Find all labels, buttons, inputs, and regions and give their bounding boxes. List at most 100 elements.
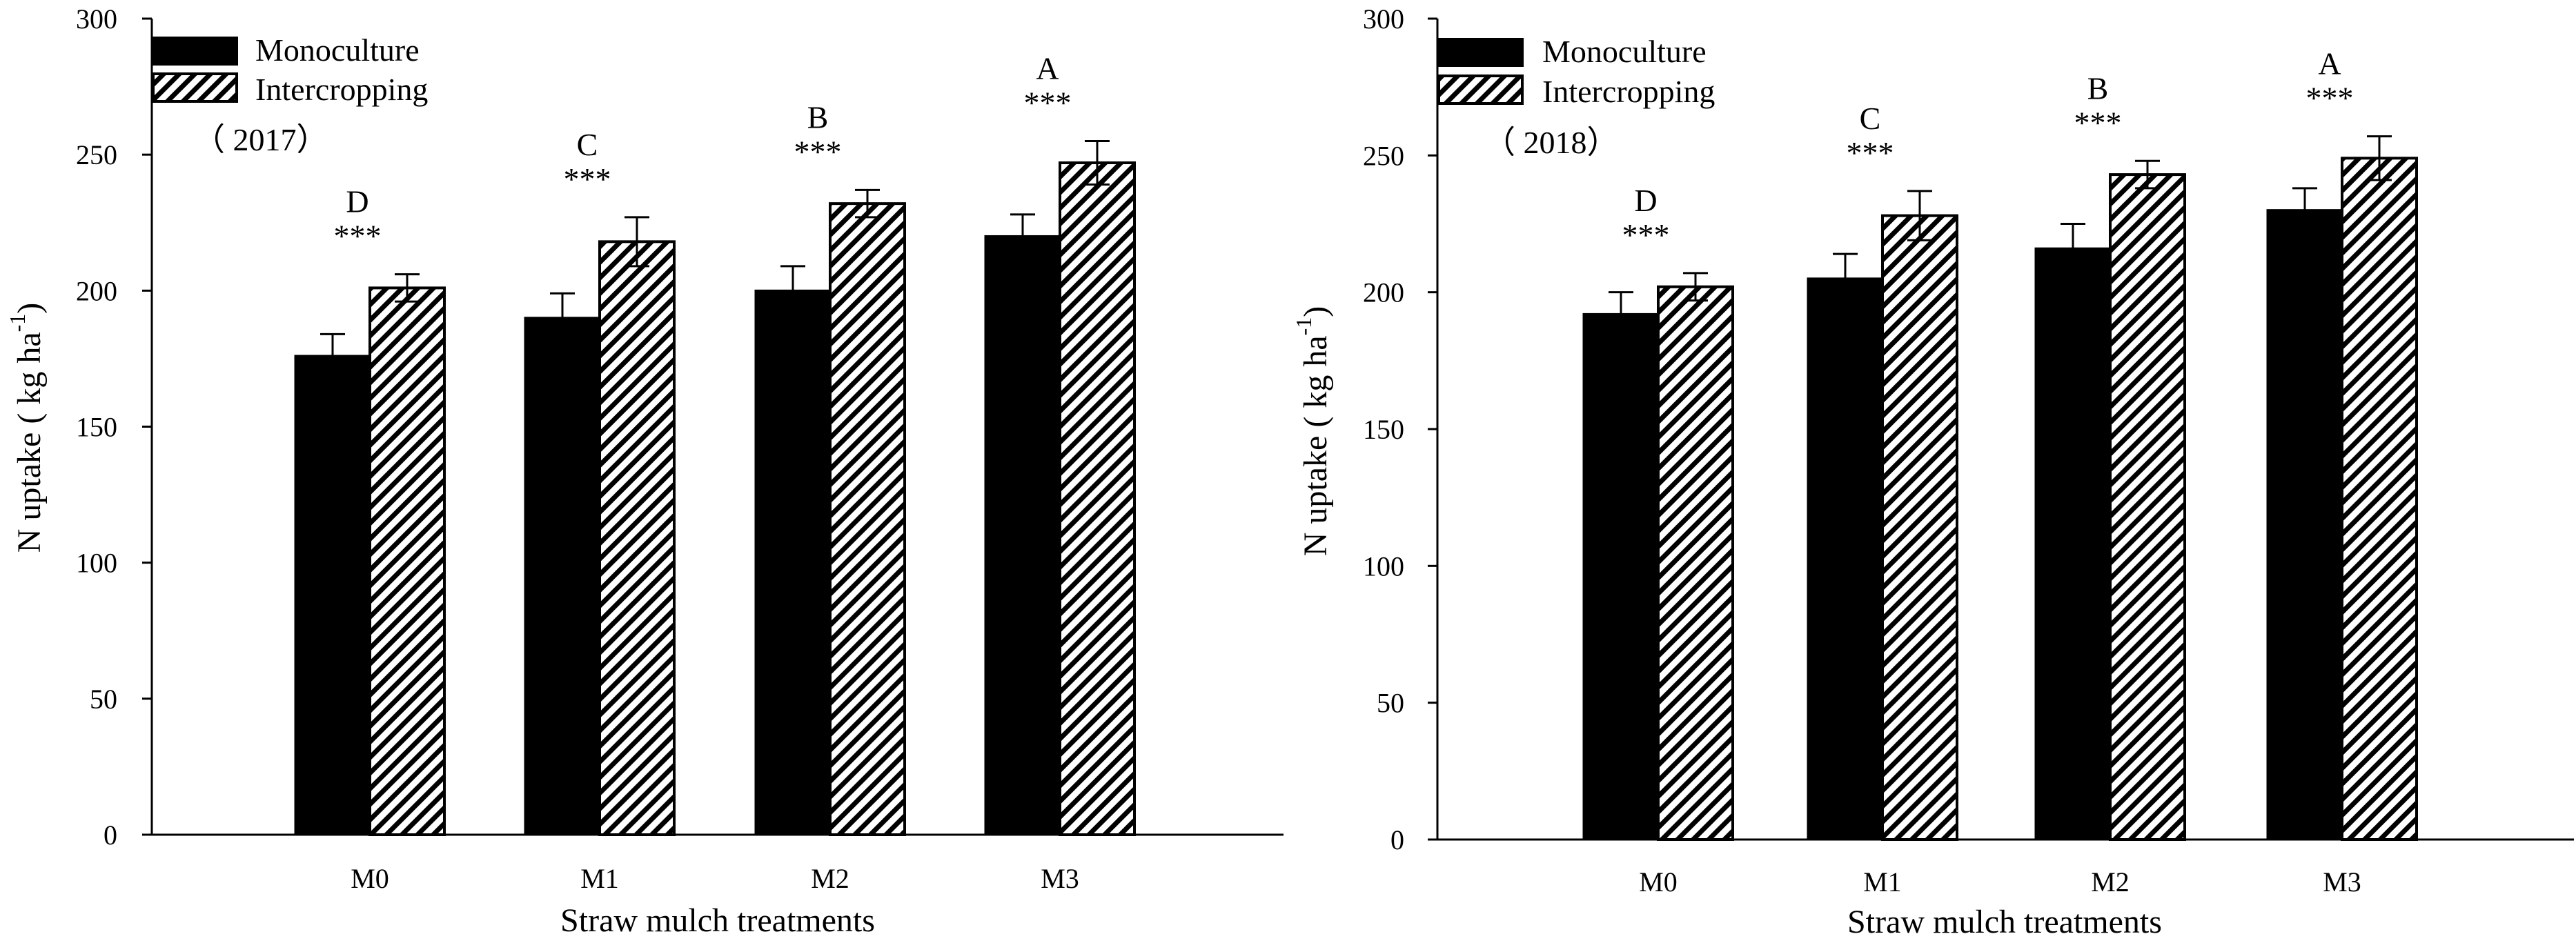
bar-intercropping-M0	[368, 286, 446, 836]
y-tick-label: 100	[1363, 550, 1404, 582]
legend-label-intercropping: Intercropping	[255, 72, 428, 107]
y-ticks	[142, 17, 152, 836]
error-bar-monoculture-M1	[550, 292, 575, 344]
x-tick-label: M0	[1639, 866, 1678, 897]
significance-stars: ***	[1847, 135, 1894, 170]
group-letter: D	[346, 184, 368, 219]
chart-panel-2017: 0 50 100 150 200 250 300 N uptake ( kg h…	[5, 3, 1284, 939]
group-letter: B	[2087, 70, 2109, 106]
x-tick-label: M3	[1041, 863, 1079, 894]
bar-intercropping-M0	[1657, 285, 1734, 841]
y-tick-label: 250	[1363, 140, 1404, 171]
y-tick-label: 200	[1363, 277, 1404, 308]
legend-swatch-intercropping	[152, 72, 238, 103]
legend: Monoculture Intercropping （ 2018）	[1437, 34, 1715, 160]
bar-intercropping-M3	[2341, 157, 2418, 842]
error-bar-intercropping-M2	[855, 188, 880, 219]
x-axis-title: Straw mulch treatments	[560, 902, 875, 939]
x-tick-label: M1	[580, 863, 619, 894]
error-bar-intercropping-M0	[1683, 272, 1708, 302]
significance-stars: ***	[1024, 85, 1072, 120]
annotations: *** D *** C *** B *** A	[1622, 46, 2354, 252]
group-letter: C	[577, 127, 598, 162]
y-tick-labels: 0 50 100 150 200 250 300	[1363, 3, 1404, 855]
bar-monoculture-M1	[1807, 277, 1884, 841]
annotations: *** D *** C *** B *** A	[334, 50, 1072, 253]
error-bar-intercropping-M3	[1085, 139, 1110, 186]
bars	[294, 161, 1136, 837]
y-tick-label: 200	[76, 275, 117, 306]
x-tick-label: M0	[351, 863, 389, 894]
legend: Monoculture Intercropping （ 2017）	[152, 32, 428, 157]
group-letter: C	[1860, 101, 1881, 136]
y-tick-label: 0	[104, 820, 117, 851]
error-bar-intercropping-M3	[2367, 135, 2392, 181]
significance-stars: ***	[564, 161, 611, 197]
error-bars	[1609, 135, 2392, 337]
bar-monoculture-M0	[294, 355, 371, 836]
bars	[1582, 157, 2418, 842]
y-tick-labels: 0 50 100 150 200 250 300	[76, 3, 117, 851]
bar-monoculture-M1	[524, 317, 601, 836]
year-label: （ 2018）	[1484, 125, 1619, 160]
x-tick-labels: M0 M1 M2 M3	[1639, 866, 2361, 897]
legend-swatch-intercropping	[1437, 75, 1524, 105]
bar-monoculture-M3	[984, 235, 1061, 836]
bar-monoculture-M2	[754, 289, 832, 836]
y-ticks	[1428, 17, 1437, 841]
y-tick-label: 300	[1363, 3, 1404, 34]
error-bar-monoculture-M3	[1010, 213, 1035, 259]
error-bar-intercropping-M0	[395, 273, 420, 303]
x-tick-label: M1	[1863, 866, 1902, 897]
y-axis-title: N uptake ( kg ha-1)	[1291, 306, 1334, 557]
error-bar-monoculture-M1	[1833, 252, 1858, 305]
y-tick-label: 250	[76, 139, 117, 170]
significance-stars: ***	[2074, 105, 2122, 140]
bar-intercropping-M1	[598, 240, 676, 836]
bar-intercropping-M2	[829, 202, 906, 836]
bar-intercropping-M2	[2109, 173, 2186, 842]
significance-stars: ***	[794, 134, 842, 169]
group-letter: A	[2318, 46, 2341, 81]
x-tick-label: M2	[811, 863, 849, 894]
error-bar-monoculture-M0	[1609, 291, 1633, 337]
bar-monoculture-M0	[1582, 312, 1660, 841]
legend-label-monoculture: Monoculture	[1542, 34, 1707, 69]
error-bar-monoculture-M2	[780, 265, 805, 317]
error-bar-intercropping-M2	[2135, 159, 2160, 190]
group-letter: A	[1036, 50, 1059, 86]
bar-intercropping-M1	[1881, 214, 1958, 842]
error-bars	[320, 139, 1110, 379]
error-bar-monoculture-M3	[2292, 187, 2317, 233]
x-axis-title: Straw mulch treatments	[1847, 904, 2162, 940]
error-bar-monoculture-M0	[320, 332, 345, 379]
y-tick-label: 50	[1377, 688, 1404, 719]
significance-stars: ***	[2306, 81, 2354, 116]
y-tick-label: 150	[1363, 414, 1404, 445]
significance-stars: ***	[334, 219, 382, 254]
significance-stars: ***	[1622, 217, 1670, 252]
legend-swatch-monoculture	[152, 37, 238, 66]
error-bar-intercropping-M1	[1907, 190, 1932, 241]
group-letter: B	[807, 99, 829, 135]
error-bar-intercropping-M1	[625, 216, 649, 268]
y-tick-label: 100	[76, 548, 117, 579]
y-axis-title: N uptake ( kg ha-1)	[5, 303, 48, 553]
y-tick-label: 50	[90, 684, 117, 715]
bar-monoculture-M2	[2034, 247, 2112, 841]
x-tick-labels: M0 M1 M2 M3	[351, 863, 1079, 894]
bar-intercropping-M3	[1059, 161, 1136, 837]
chart-panel-2018: 0 50 100 150 200 250 300 N uptake ( kg h…	[1291, 3, 2574, 940]
y-tick-label: 150	[76, 412, 117, 443]
x-tick-label: M2	[2091, 866, 2130, 897]
year-label: （ 2017）	[193, 122, 328, 157]
legend-label-intercropping: Intercropping	[1542, 74, 1715, 109]
y-tick-label: 300	[76, 3, 117, 34]
group-letter: D	[1634, 183, 1657, 218]
legend-swatch-monoculture	[1437, 38, 1524, 67]
bar-monoculture-M3	[2266, 209, 2343, 841]
x-tick-label: M3	[2323, 866, 2361, 897]
y-tick-label: 0	[1390, 824, 1404, 855]
legend-label-monoculture: Monoculture	[255, 32, 420, 68]
